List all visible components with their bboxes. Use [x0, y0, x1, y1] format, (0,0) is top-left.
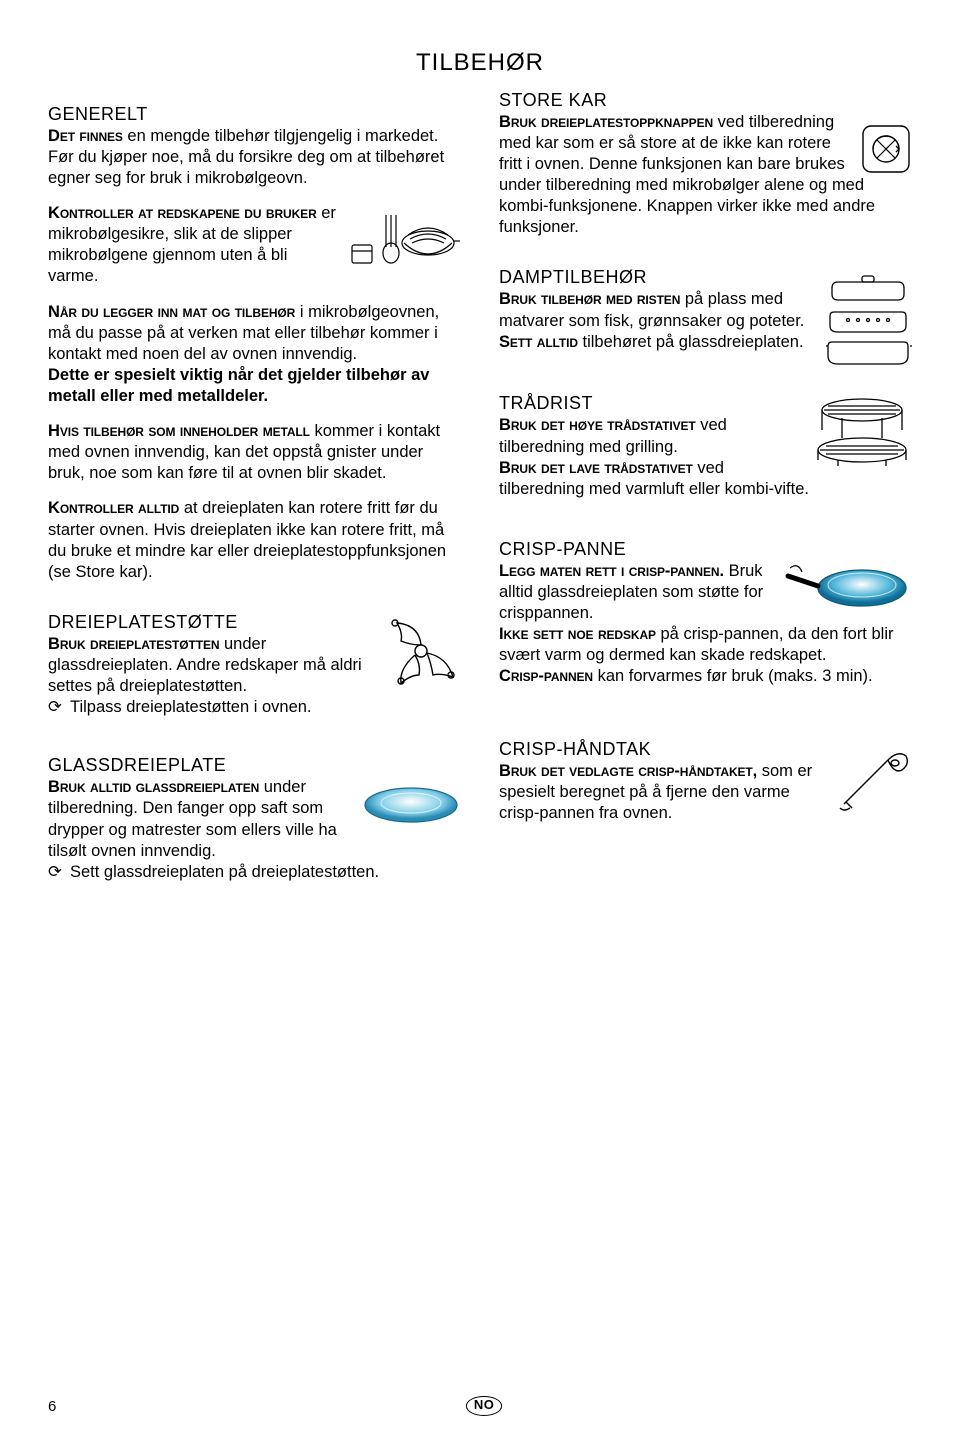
utensils-icon: [346, 205, 461, 270]
damp-p2-lead: Sett alltid: [499, 333, 578, 351]
storekar-p1: Bruk dreieplatestoppknappen ved tilbered…: [499, 112, 912, 239]
generelt-p1-lead: Det finnes: [48, 127, 123, 145]
right-column: STORE KAR Bruk dreieplatestoppknappen ve…: [499, 89, 912, 883]
generelt-p1: Det finnes en mengde tilbehør tilgjengel…: [48, 126, 461, 189]
generelt-p2-wrap: Kontroller at redskapene du bruker er mi…: [48, 203, 461, 287]
crisp-p3: Crisp-pannen kan forvarmes før bruk (mak…: [499, 666, 912, 687]
heading-generelt: GENERELT: [48, 103, 461, 126]
damp-p2-body: tilbehøret på glassdreieplaten.: [578, 333, 804, 351]
crisp-pan-icon: [782, 550, 912, 620]
generelt-p4-lead: Hvis tilbehør som inneholder metall: [48, 422, 310, 440]
crisp-p2-lead: Ikke sett noe redskap: [499, 625, 656, 643]
crisp-p3-lead: Crisp-pannen: [499, 667, 593, 685]
dreiestotte-block: DREIEPLATESTØTTE Bruk dreieplatestøtten …: [48, 611, 461, 718]
dreiestotte-p1-lead: Bruk dreieplatestøtten: [48, 635, 219, 653]
turntable-support-icon: [381, 613, 461, 688]
glass-block: GLASSDREIEPLATE Bruk alltid glassdreiepl…: [48, 754, 461, 883]
crisp-p2: Ikke sett noe redskap på crisp-pannen, d…: [499, 624, 912, 666]
crisp-p3-body: kan forvarmes før bruk (maks. 3 min).: [593, 667, 873, 685]
glass-bullet: Sett glassdreieplaten på dreieplatestøtt…: [48, 862, 461, 883]
heading-storekar: STORE KAR: [499, 89, 912, 112]
glass-plate-icon: [361, 782, 461, 828]
generelt-p5-lead: Kontroller alltid: [48, 499, 179, 517]
tradrist-block: TRÅDRIST Bruk det høye trådstativet ved …: [499, 392, 912, 513]
glass-p1-lead: Bruk alltid glassdreieplaten: [48, 778, 259, 796]
generelt-p5: Kontroller alltid at dreieplaten kan rot…: [48, 498, 461, 582]
damp-p1-lead: Bruk tilbehør med risten: [499, 290, 680, 308]
page-title: TILBEHØR: [48, 48, 912, 79]
generelt-p4: Hvis tilbehør som inneholder metall komm…: [48, 421, 461, 484]
handtak-block: CRISP-HÅNDTAK Bruk det vedlagte crisp-hå…: [499, 738, 912, 838]
stop-rotation-icon: [860, 123, 912, 175]
wire-rack-icon: [812, 394, 912, 472]
handtak-p1-lead: Bruk det vedlagte crisp-håndtaket,: [499, 762, 757, 780]
page-number: 6: [48, 1397, 56, 1416]
steamer-icon: [824, 268, 912, 368]
tradrist-p2-lead: Bruk det lave trådstativet: [499, 459, 693, 477]
heading-glass: GLASSDREIEPLATE: [48, 754, 461, 777]
page-footer: 6 NO: [48, 1396, 912, 1416]
language-badge: NO: [466, 1396, 503, 1416]
generelt-p3-bold: Dette er spesielt viktig når det gjelder…: [48, 366, 429, 405]
storekar-p1-body: ved tilberedning med kar som er så store…: [499, 113, 875, 237]
tradrist-p1-lead: Bruk det høye trådstativet: [499, 416, 696, 434]
generelt-p3: Når du legger inn mat og tilbehør i mikr…: [48, 302, 461, 408]
crisp-p1-lead: Legg maten rett i crisp-pannen.: [499, 562, 724, 580]
dreiestotte-bullet: Tilpass dreieplatestøtten i ovnen.: [48, 697, 461, 718]
storekar-block: STORE KAR Bruk dreieplatestoppknappen ve…: [499, 89, 912, 253]
left-column: GENERELT Det finnes en mengde tilbehør t…: [48, 89, 461, 883]
two-column-layout: GENERELT Det finnes en mengde tilbehør t…: [48, 89, 912, 883]
storekar-p1-lead: Bruk dreieplatestoppknappen: [499, 113, 713, 131]
damp-block: DAMPTILBEHØR Bruk tilbehør med risten på…: [499, 266, 912, 368]
crisp-block: CRISP-PANNE Legg maten rett i crisp-pann…: [499, 538, 912, 702]
generelt-p2-lead: Kontroller at redskapene du bruker: [48, 204, 317, 222]
crisp-handle-icon: [834, 744, 912, 816]
generelt-p3-lead: Når du legger inn mat og tilbehør: [48, 303, 295, 321]
